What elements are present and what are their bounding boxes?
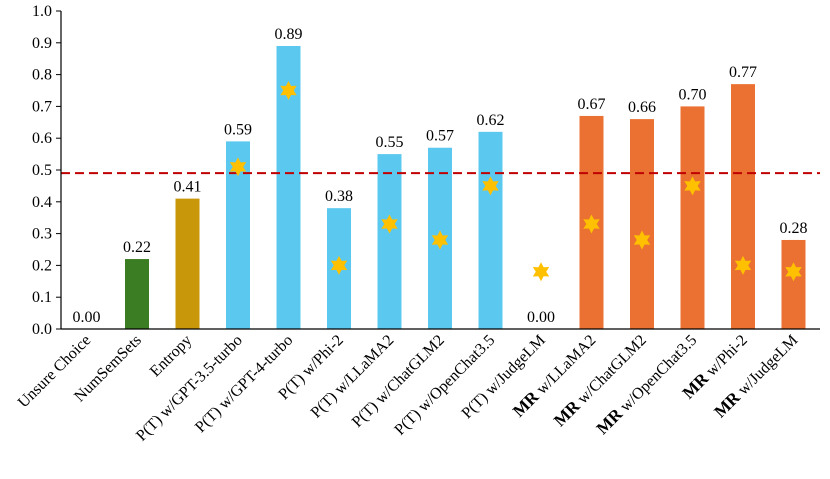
category-label: MR w/JudgeLM	[710, 330, 801, 421]
category-label: MR w/ChatGLM2	[550, 330, 650, 430]
category-label: Entropy	[147, 332, 195, 380]
star-marker	[532, 262, 550, 282]
data-label: 0.59	[224, 121, 252, 138]
bar	[125, 259, 149, 329]
data-label: 0.62	[477, 112, 505, 129]
y-tick-label: 1.0	[32, 3, 52, 20]
data-label: 0.00	[527, 309, 555, 326]
star-marker	[330, 255, 348, 275]
star-marker	[431, 230, 449, 250]
y-tick-label: 0.1	[32, 289, 52, 306]
bar	[630, 119, 654, 330]
data-label: 0.70	[679, 86, 707, 103]
star-marker	[482, 176, 499, 196]
bar	[478, 131, 503, 329]
category-label: P(T) w/ChatGLM2	[349, 332, 448, 431]
star-markers	[229, 81, 802, 282]
star-marker	[280, 81, 297, 100]
data-label: 0.55	[376, 134, 404, 151]
bars	[125, 45, 806, 330]
star-marker	[583, 214, 600, 234]
data-label: 0.77	[729, 64, 757, 81]
y-tick-label: 0.9	[32, 35, 52, 52]
data-label: 0.66	[628, 99, 656, 116]
axes	[60, 11, 820, 330]
data-label: 0.22	[123, 239, 151, 256]
y-tick-label: 0.2	[32, 257, 52, 274]
y-tick-label: 0.8	[32, 67, 52, 84]
bar	[781, 239, 806, 329]
star-marker	[633, 230, 651, 250]
data-label: 0.67	[578, 96, 606, 113]
star-marker	[684, 176, 701, 196]
star-marker	[229, 157, 247, 177]
y-tick-label: 0.7	[32, 98, 52, 115]
star-marker	[381, 214, 398, 234]
data-label: 0.28	[780, 220, 808, 237]
bar	[731, 84, 755, 329]
category-label: P(T) w/GPT-4-turbo	[192, 332, 296, 436]
bar	[377, 154, 402, 329]
data-label: 0.57	[426, 128, 454, 145]
bar	[175, 198, 200, 329]
data-labels: 0.00 0.22 0.41 0.59 0.89 0.38 0.55 0.57 0.62 0.00…	[73, 26, 808, 326]
data-label: 0.00	[73, 309, 101, 326]
bar	[680, 106, 705, 330]
data-label: 0.41	[174, 179, 202, 196]
star-marker	[734, 255, 752, 275]
y-tick-label: 0.3	[32, 226, 52, 243]
y-tick-label: 0.5	[32, 162, 52, 179]
y-tick-label: 0.6	[32, 130, 52, 147]
data-label: 0.38	[325, 188, 353, 205]
y-tick-label: 0.4	[32, 194, 52, 211]
y-tick-label: 0.0	[32, 321, 52, 338]
y-axis-ticks: 0.0 0.1 0.2 0.3 0.4 0.5 0.6 0.7 0.8 0.9 1.0	[32, 3, 61, 338]
data-label: 0.89	[275, 26, 303, 43]
star-marker	[785, 262, 802, 282]
